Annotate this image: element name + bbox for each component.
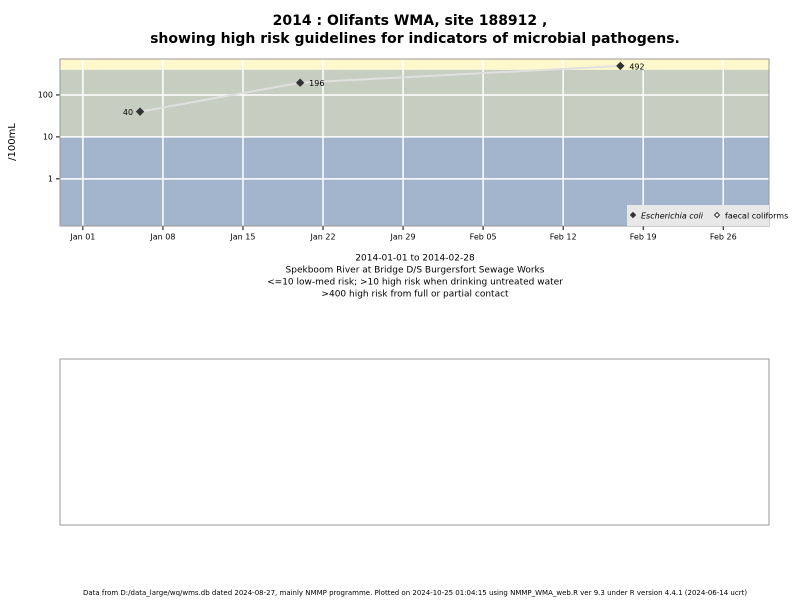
caption: 2014-01-01 to 2014-02-28 (355, 254, 475, 264)
x-tick-label: Jan 08 (149, 233, 175, 242)
empty-panel (59, 358, 770, 526)
chart-title: 2014 : Olifants WMA, site 188912 , (273, 13, 548, 29)
y-tick-label: 1 (48, 174, 53, 183)
caption: >400 high risk from full or partial cont… (321, 290, 509, 300)
legend-label: faecal coliforms (725, 212, 788, 221)
x-tick-label: Jan 29 (390, 233, 416, 242)
x-tick-label: Jan 15 (229, 233, 255, 242)
footer: Data from D:/data_large/wq/wms.db dated … (83, 589, 747, 597)
x-tick-label: Feb 12 (550, 233, 577, 242)
legend-label: Escherichia coli (641, 212, 704, 221)
caption: Spekboom River at Bridge D/S Burgersfort… (286, 266, 545, 276)
data-label: 40 (123, 108, 133, 117)
risk-band (60, 59, 769, 70)
data-label: 492 (629, 62, 644, 71)
data-label: 196 (309, 79, 324, 88)
x-tick-label: Feb 05 (470, 233, 497, 242)
y-tick-label: 100 (38, 90, 53, 99)
y-tick-label: 10 (43, 132, 53, 141)
risk-band (60, 69, 769, 137)
caption: <=10 low-med risk; >10 high risk when dr… (267, 278, 563, 288)
data-point (616, 61, 625, 71)
legend-marker (629, 211, 637, 219)
legend-box (627, 205, 769, 226)
x-tick-label: Jan 01 (69, 233, 95, 242)
x-tick-label: Jan 22 (309, 233, 335, 242)
y-axis-label: /100mL (7, 123, 18, 161)
chart-subtitle: showing high risk guidelines for indicat… (150, 31, 680, 47)
legend-marker (713, 211, 721, 219)
plot-frame (59, 58, 770, 227)
data-point (295, 78, 305, 87)
data-point (135, 107, 145, 116)
x-tick-label: Feb 26 (710, 233, 737, 242)
x-tick-label: Feb 19 (630, 233, 657, 242)
